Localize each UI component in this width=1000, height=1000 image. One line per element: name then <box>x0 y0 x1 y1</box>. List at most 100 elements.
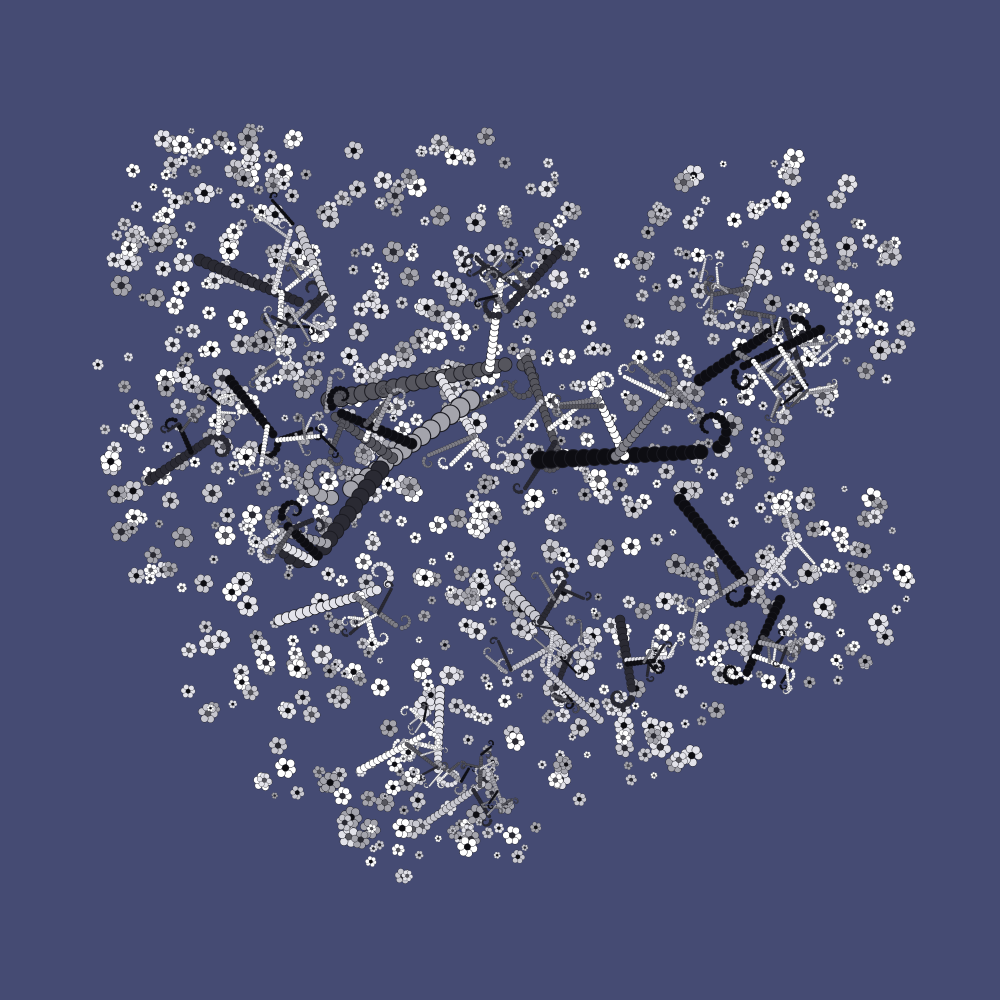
fractal-dot <box>260 380 267 387</box>
fractal-dot <box>713 707 720 714</box>
fractal-dot <box>186 191 192 198</box>
fractal-dot <box>173 398 180 405</box>
fractal-dot <box>358 362 363 368</box>
fractal-dot <box>583 418 588 423</box>
fractal-dot <box>241 510 251 520</box>
fractal-dot <box>864 586 868 590</box>
fractal-dot <box>380 177 387 184</box>
fractal-dot <box>683 722 687 726</box>
fractal-dot <box>166 156 174 164</box>
fractal-dot <box>527 448 534 455</box>
fractal-dot <box>766 517 770 521</box>
fractal-dot <box>282 479 288 485</box>
fractal-dot <box>656 353 661 358</box>
fractal-dot <box>845 359 848 363</box>
fractal-dot <box>458 669 464 675</box>
fractal-dot <box>428 521 436 529</box>
fractal-dot <box>637 354 643 360</box>
fractal-dot <box>304 172 308 177</box>
fractal-dot <box>465 703 472 710</box>
fractal-dot <box>179 290 187 298</box>
fractal-dot <box>839 665 842 669</box>
fractal-dot <box>812 213 817 217</box>
fractal-dot <box>663 468 670 475</box>
fractal-dot <box>130 168 136 174</box>
fractal-dot <box>712 656 718 662</box>
fractal-dot <box>739 397 742 400</box>
fractal-dot <box>827 410 831 414</box>
fractal-dot <box>544 185 550 192</box>
fractal-dot <box>181 158 185 163</box>
fractal-dot <box>617 482 623 488</box>
fractal-cluster <box>92 123 916 884</box>
fractal-dot <box>310 706 319 714</box>
fractal-dot <box>360 641 365 646</box>
fractal-dot <box>190 129 193 133</box>
fractal-dot <box>687 219 693 226</box>
fractal-dot <box>187 651 194 659</box>
fractal-dot <box>374 266 379 270</box>
fractal-dot <box>208 489 216 497</box>
fractal-dot <box>655 482 659 486</box>
fractal-dot <box>525 249 530 254</box>
fractal-dot <box>643 712 646 715</box>
fractal-dot <box>233 197 240 204</box>
fractal-dot <box>592 609 596 613</box>
fractal-dot <box>300 384 308 392</box>
fractal-dot <box>759 554 766 560</box>
fractal-dot <box>117 528 125 536</box>
fractal-dot <box>427 692 434 698</box>
fractal-dot <box>887 305 891 309</box>
fractal-dot <box>866 238 873 245</box>
fractal-dot <box>458 250 465 257</box>
fractal-dot <box>134 204 139 209</box>
fractal-dot <box>339 578 344 583</box>
fractal-dot <box>124 259 132 266</box>
fractal-dot <box>568 618 573 623</box>
fractal-dot <box>178 533 187 542</box>
fractal-dot <box>257 644 265 652</box>
fractal-dot <box>554 275 562 283</box>
fractal-dot <box>702 704 706 707</box>
fractal-dot <box>787 620 793 626</box>
fractal-dot <box>126 355 130 359</box>
fractal-dot <box>364 247 370 253</box>
fractal-dot <box>483 133 490 140</box>
fractal-dot <box>588 478 591 481</box>
fractal-dot <box>704 198 708 202</box>
fractal-dot <box>209 706 212 710</box>
fractal-dot <box>476 715 480 719</box>
fractal-dot <box>507 569 515 577</box>
fractal-dot <box>842 243 851 251</box>
fractal-dot <box>634 704 637 708</box>
fractal-dot <box>357 306 364 312</box>
fractal-dot <box>654 285 659 290</box>
fractal-dot <box>436 212 444 220</box>
fractal-dot <box>270 182 277 189</box>
fractal-dot <box>231 228 238 235</box>
fractal-dot <box>190 328 196 334</box>
fractal-dot <box>451 829 454 832</box>
fractal-dot <box>230 201 238 209</box>
fractal-dot <box>409 252 415 257</box>
fractal-dot <box>211 277 218 284</box>
fractal-dot <box>471 523 479 530</box>
fractal-dot <box>869 574 877 582</box>
fractal-dot <box>294 247 302 255</box>
fractal-dot <box>879 300 884 305</box>
fractal-dot <box>672 560 680 568</box>
fractal-dot <box>343 672 346 676</box>
fractal-dot <box>505 679 510 684</box>
fractal-dot <box>180 586 184 590</box>
fractal-dot <box>570 735 574 739</box>
fractal-dot <box>239 679 245 685</box>
fractal-dot <box>117 281 125 290</box>
fractal-dot <box>246 527 252 532</box>
fractal-dot <box>184 195 190 201</box>
fractal-dot <box>363 579 370 586</box>
fractal-dot <box>546 161 550 165</box>
fractal-dot <box>140 448 144 452</box>
fractal-dot <box>353 251 357 255</box>
fractal-dot <box>370 540 376 546</box>
